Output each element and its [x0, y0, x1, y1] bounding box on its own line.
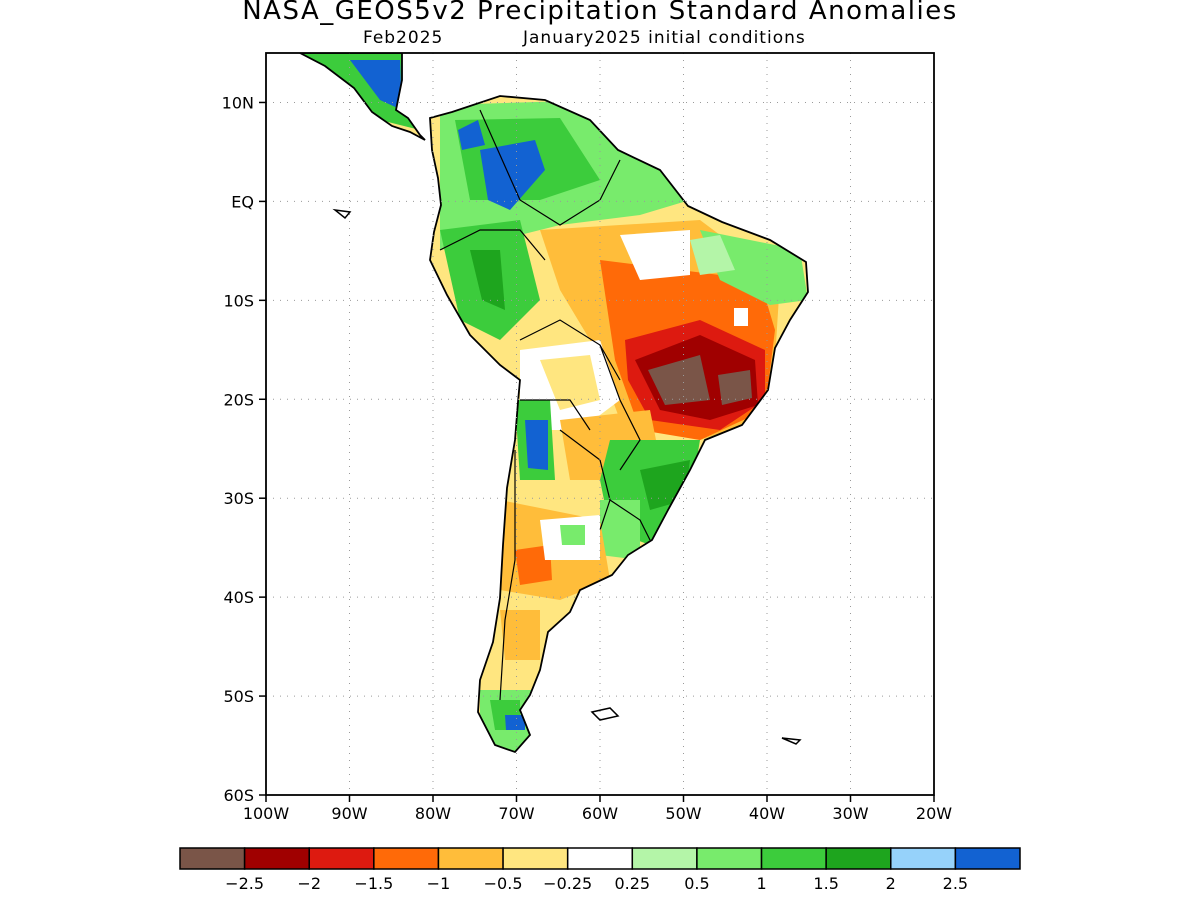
x-tick-label: 50W — [665, 804, 701, 823]
colorbar-swatch — [179, 847, 246, 870]
colorbar-swatch — [890, 847, 957, 870]
colorbar-swatch — [760, 847, 827, 870]
y-tick-label: 60S — [223, 786, 254, 805]
colorbar-swatch — [502, 847, 569, 870]
y-tick-label: 40S — [223, 588, 254, 607]
y-tick-label: 50S — [223, 687, 254, 706]
y-tick-label: EQ — [231, 192, 254, 211]
colorbar-swatch — [825, 847, 892, 870]
x-tick-label: 60W — [582, 804, 618, 823]
colorbar-swatch — [696, 847, 763, 870]
colorbar-swatch — [243, 847, 310, 870]
x-tick-label: 90W — [331, 804, 367, 823]
colorbar-swatch — [373, 847, 440, 870]
y-tick-label: 30S — [223, 489, 254, 508]
colorbar-swatch — [437, 847, 504, 870]
colorbar-label: 0.5 — [684, 874, 709, 893]
y-tick-label: 10S — [223, 291, 254, 310]
forecast-month: Feb2025 — [363, 28, 444, 48]
colorbar-swatch — [308, 847, 375, 870]
colorbar-swatch — [566, 847, 634, 870]
axis-ticks: 100W 90W 80W 70W 60W 50W 40W 30W 20W 10N EQ 10S 20S 3… — [222, 93, 953, 823]
colorbar-label: 2.5 — [943, 874, 968, 893]
x-tick-label: 80W — [415, 804, 451, 823]
colorbar-label: −1 — [427, 874, 451, 893]
colorbar-label: −2.5 — [225, 874, 264, 893]
coastlines — [299, 53, 809, 754]
x-tick-label: 100W — [243, 804, 290, 823]
colorbar-label: −1.5 — [354, 874, 393, 893]
colorbar-label: −2 — [297, 874, 321, 893]
colorbar-swatch — [954, 847, 1021, 870]
colorbar-label: −0.5 — [484, 874, 523, 893]
y-tick-label: 10N — [222, 93, 254, 112]
x-tick-label: 40W — [749, 804, 785, 823]
x-tick-label: 20W — [916, 804, 952, 823]
x-tick-label: 70W — [498, 804, 534, 823]
x-tick-label: 30W — [832, 804, 868, 823]
colorbar-label: −0.25 — [543, 874, 592, 893]
colorbar: −2.5 −2 −1.5 −1 −0.5 −0.25 0.25 0.5 1 1.5 2 2.5 — [179, 847, 1021, 893]
colorbar-label: 0.25 — [614, 874, 650, 893]
y-tick-label: 20S — [223, 390, 254, 409]
colorbar-label: 1.5 — [813, 874, 838, 893]
initial-conditions: January2025 initial conditions — [523, 28, 806, 48]
map-title: NASA_GEOS5v2 Precipitation Standard Anom… — [242, 0, 958, 26]
gridlines — [266, 53, 934, 795]
colorbar-swatch — [631, 847, 698, 870]
colorbar-label: 1 — [756, 874, 766, 893]
colorbar-label: 2 — [886, 874, 896, 893]
